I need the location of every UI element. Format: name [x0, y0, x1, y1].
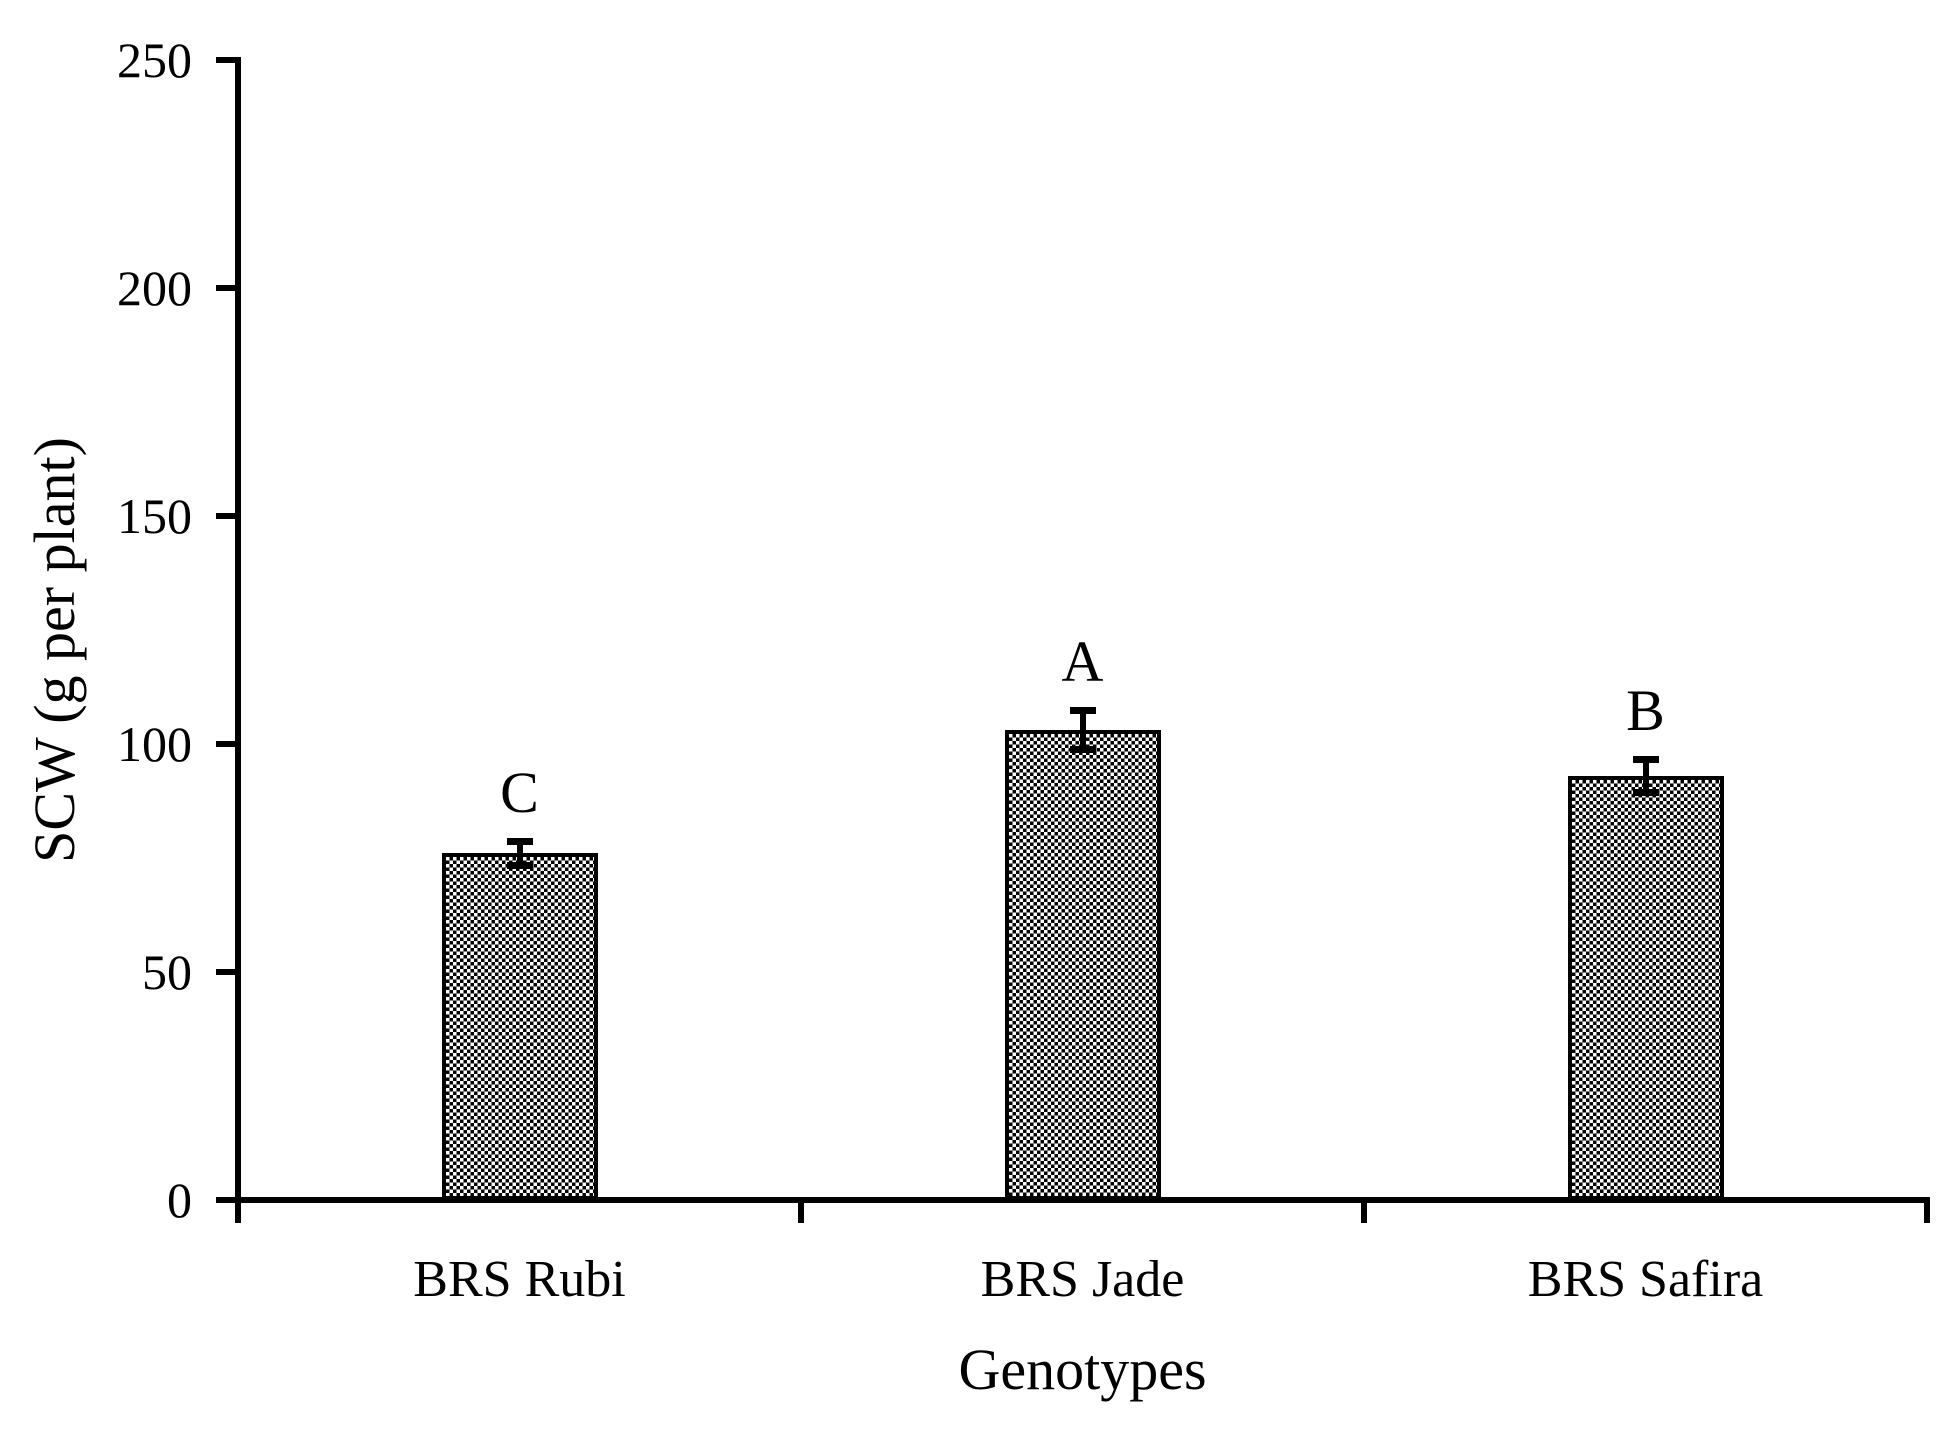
category-boundary-tick	[235, 1200, 241, 1223]
error-bar-bottom-cap	[1632, 788, 1659, 796]
error-bar-bottom-cap	[1069, 746, 1096, 754]
category-label: BRS Jade	[980, 1251, 1185, 1308]
error-bar-line	[1642, 759, 1649, 792]
category-boundary-tick	[1924, 1200, 1930, 1223]
y-axis-tick	[216, 57, 238, 63]
y-axis-line	[235, 57, 241, 1223]
y-axis-tick-label: 50	[142, 944, 192, 1000]
y-axis-tick	[216, 741, 238, 747]
significance-letter: B	[1626, 677, 1665, 743]
error-bar-top-cap	[1632, 755, 1659, 763]
x-axis-line	[235, 1197, 1930, 1203]
bar-brs-jade	[1004, 730, 1161, 1200]
bar-brs-rubi	[441, 853, 598, 1200]
y-axis-tick	[216, 285, 238, 291]
x-axis-title: Genotypes	[958, 1337, 1207, 1402]
significance-letter: C	[500, 760, 539, 826]
category-boundary-tick	[798, 1200, 804, 1223]
y-axis-tick	[216, 513, 238, 519]
y-axis-tick	[216, 969, 238, 975]
error-bar-bottom-cap	[506, 861, 533, 869]
y-axis-tick-label: 0	[167, 1172, 192, 1228]
category-label: BRS Rubi	[413, 1251, 626, 1308]
error-bar-top-cap	[1069, 707, 1096, 715]
y-axis-title: SCW (g per plant)	[22, 437, 87, 863]
category-boundary-tick	[1361, 1200, 1367, 1223]
y-axis-tick-label: 200	[117, 260, 192, 316]
bar-brs-safira	[1567, 775, 1724, 1200]
y-axis-tick-label: 100	[117, 716, 192, 772]
error-bar-line	[1079, 711, 1086, 750]
y-axis-tick	[216, 1197, 238, 1203]
y-axis-tick-label: 150	[117, 488, 192, 544]
category-label: BRS Safira	[1527, 1251, 1764, 1308]
error-bar-top-cap	[506, 838, 533, 846]
error-bar-line	[516, 842, 523, 865]
y-axis-tick-label: 250	[117, 32, 192, 88]
significance-letter: A	[1061, 629, 1104, 695]
